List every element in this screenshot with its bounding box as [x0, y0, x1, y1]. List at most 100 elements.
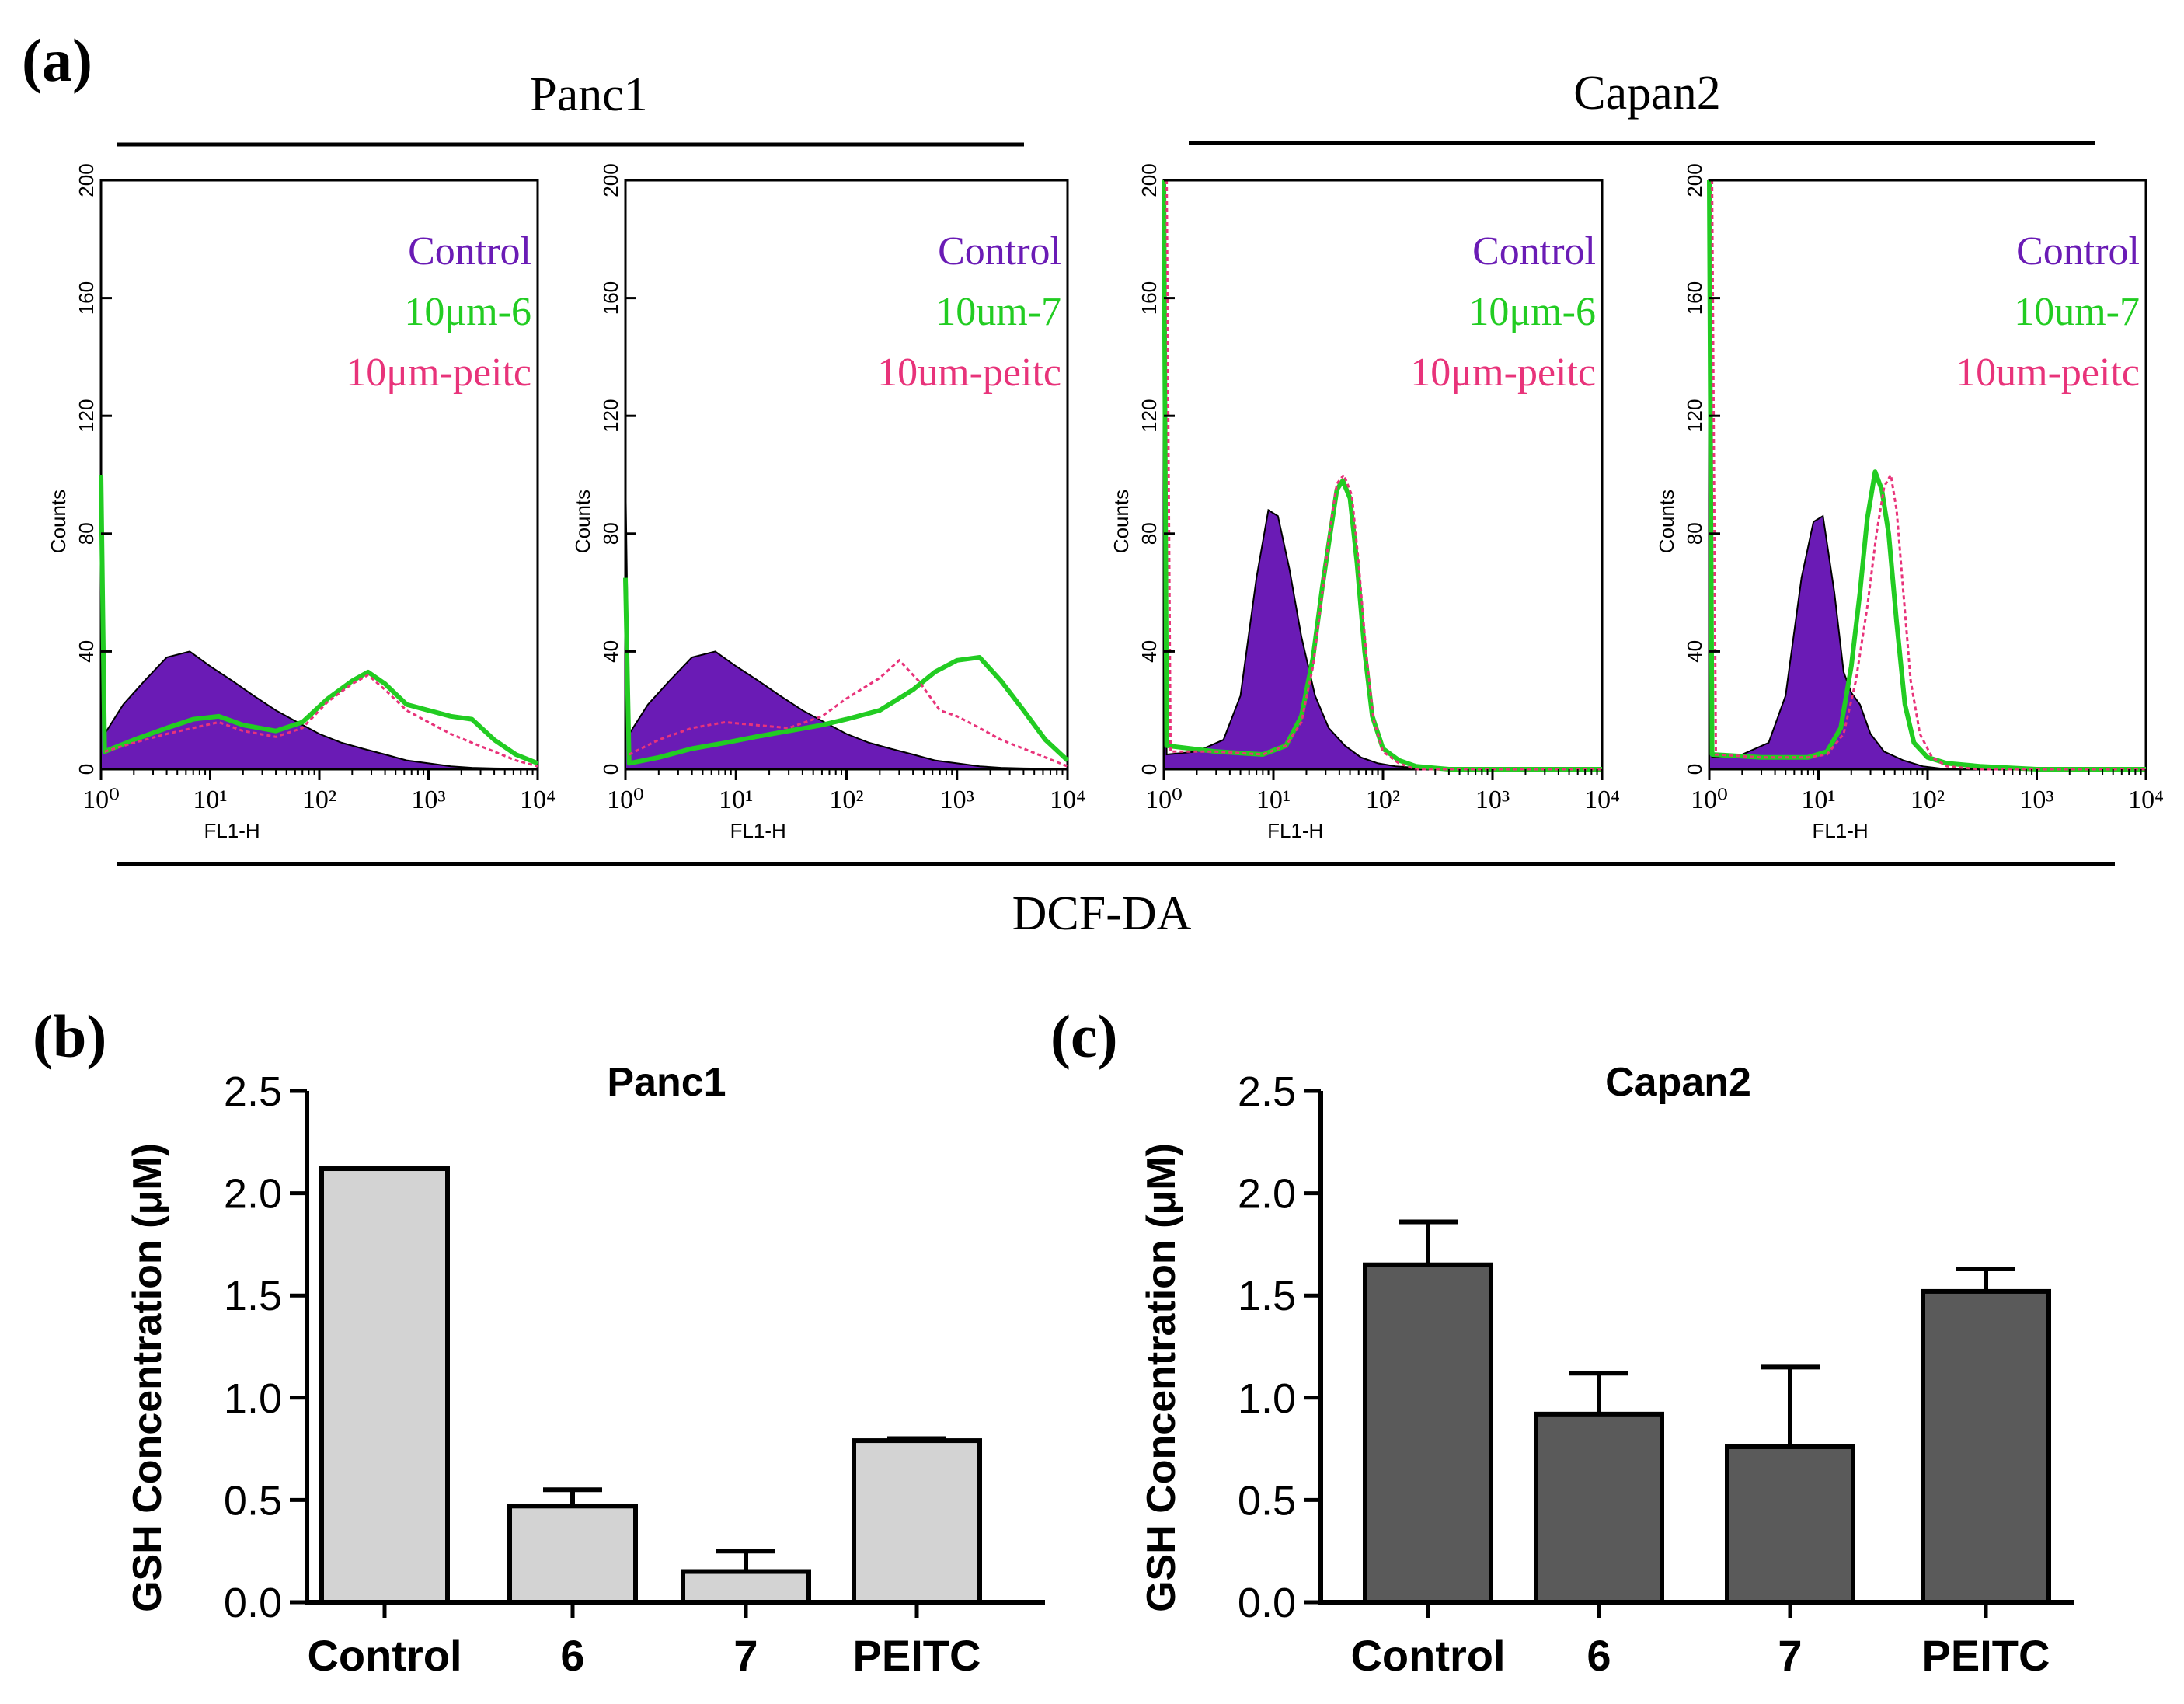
- hist2-xtick-label: 10²: [829, 786, 863, 814]
- capan2-bar-ytick-label: 2.5: [1238, 1068, 1296, 1115]
- hist2-series-peitc: [629, 658, 1068, 768]
- hist4-legend-item: 10um-7: [2014, 290, 2140, 334]
- hist1-xtick-label: 10⁴: [520, 786, 556, 814]
- hist2-xtick-label: 10³: [940, 786, 974, 814]
- capan2-bar-category-label: PEITC: [1922, 1631, 2050, 1680]
- hist2-series-control: [625, 474, 1068, 770]
- capan2-bar-ytick-label: 1.0: [1238, 1375, 1296, 1422]
- hist2-xtick-label: 10⁴: [1050, 786, 1085, 814]
- hist4-ytick-label: 120: [1683, 399, 1706, 433]
- hist3-xtick-label: 10⁰: [1145, 786, 1183, 814]
- hist1-ylabel: Counts: [47, 490, 70, 553]
- hist2-ytick-label: 160: [599, 281, 622, 315]
- hist4-xtick-label: 10²: [1911, 786, 1945, 814]
- capan2-bar-ytick-label: 0.5: [1238, 1477, 1296, 1524]
- hist4-xlabel: FL1-H: [1812, 819, 1868, 842]
- panc1-bar-ylabel: GSH Concentration (μM): [125, 1143, 170, 1612]
- hist3-legend-item: 10μm-6: [1468, 290, 1596, 334]
- hist1-xtick-label: 10⁰: [82, 786, 120, 814]
- hist1-ytick-label: 200: [75, 163, 98, 197]
- hist4-ytick-label: 0: [1683, 764, 1706, 775]
- hist3-xtick-label: 10³: [1475, 786, 1510, 814]
- panel-b-label: (b): [33, 1002, 106, 1070]
- hist4-series-control: [1709, 179, 2146, 770]
- panc1-bar-2: [681, 1569, 811, 1605]
- hist1-ytick-label: 80: [75, 522, 98, 545]
- panel-c-label: (c): [1050, 1002, 1118, 1070]
- hist4-series-peitc: [1711, 179, 2146, 771]
- hist4-xtick-label: 10⁰: [1691, 786, 1728, 814]
- hist3-ytick-label: 40: [1137, 640, 1161, 663]
- panc1-bar-chart-title: Panc1: [607, 1060, 726, 1105]
- hist2-legend-item: 10um-7: [935, 290, 1061, 334]
- panc1-bar-ytick-label: 1.0: [224, 1375, 282, 1422]
- hist1-xtick-label: 10³: [411, 786, 445, 814]
- hist4-xtick-label: 10¹: [1801, 786, 1835, 814]
- hist4-ytick-label: 40: [1683, 640, 1706, 663]
- hist3-ytick-label: 200: [1137, 163, 1161, 197]
- hist1-legend-item: 10μm-6: [404, 290, 531, 334]
- hist3-ytick-label: 120: [1137, 399, 1161, 433]
- hist1-xlabel: FL1-H: [204, 819, 260, 842]
- hist3-ytick-label: 0: [1137, 764, 1161, 775]
- hist3-ytick-label: 80: [1137, 522, 1161, 545]
- panc1-bar-category-label: 6: [560, 1631, 584, 1680]
- hist4-ytick-label: 200: [1683, 163, 1706, 197]
- capan2-bar-0: [1363, 1262, 1493, 1605]
- hist4-legend-item: 10um-peitc: [1956, 350, 2140, 395]
- capan2-bar-category-label: 6: [1587, 1631, 1611, 1680]
- hist1-legend-item: 10μm-peitc: [346, 350, 531, 395]
- capan2-bar-ytick-label: 0.0: [1238, 1580, 1296, 1626]
- group-label-panc1: Panc1: [530, 68, 648, 121]
- hist1-ytick-label: 0: [75, 764, 98, 775]
- capan2-bar-2: [1725, 1444, 1855, 1605]
- dcfda-label: DCF-DA: [1012, 887, 1192, 940]
- hist2-ylabel: Counts: [571, 490, 594, 553]
- hist1-xtick-label: 10¹: [193, 786, 227, 814]
- group-label-capan2: Capan2: [1573, 67, 1720, 120]
- hist2-ytick-label: 0: [599, 764, 622, 775]
- hist4-xtick-label: 10⁴: [2128, 786, 2164, 814]
- panc1-bar-category-label: Control: [307, 1631, 462, 1680]
- capan2-bar-chart-title: Capan2: [1605, 1060, 1751, 1105]
- hist4-ylabel: Counts: [1655, 490, 1678, 553]
- hist3-ylabel: Counts: [1109, 490, 1133, 553]
- hist1-legend-item: Control: [408, 229, 531, 274]
- panc1-bar-0: [319, 1166, 450, 1605]
- hist3-xtick-label: 10²: [1366, 786, 1400, 814]
- hist4-ytick-label: 80: [1683, 522, 1706, 545]
- capan2-bar-1: [1534, 1411, 1664, 1605]
- hist4-series-compound: [1707, 179, 2146, 772]
- capan2-bar-ytick-label: 2.0: [1238, 1171, 1296, 1218]
- panc1-bar-ytick-label: 1.5: [224, 1273, 282, 1319]
- hist2-legend-item: 10um-peitc: [877, 350, 1061, 395]
- hist4-legend-item: Control: [2016, 229, 2140, 274]
- hist2-ytick-label: 200: [599, 163, 622, 197]
- hist3-legend-item: 10μm-peitc: [1410, 350, 1596, 395]
- panc1-bar-3: [852, 1438, 982, 1605]
- capan2-bar-ylabel: GSH Concentration (μM): [1139, 1143, 1184, 1612]
- hist1-series-compound: [99, 474, 539, 766]
- capan2-bar-category-label: Control: [1350, 1631, 1505, 1680]
- panc1-bar-category-label: 7: [733, 1631, 758, 1680]
- hist3-xtick-label: 10⁴: [1584, 786, 1620, 814]
- hist1-ytick-label: 120: [75, 399, 98, 433]
- hist4-frame: [1708, 179, 2147, 771]
- panc1-bar-ytick-label: 0.0: [224, 1580, 282, 1626]
- hist3-xtick-label: 10¹: [1256, 786, 1291, 814]
- capan2-bar-ytick-label: 1.5: [1238, 1273, 1296, 1319]
- hist2-xtick-label: 10¹: [719, 786, 753, 814]
- hist4-xtick-label: 10³: [2019, 786, 2053, 814]
- capan2-bar-category-label: 7: [1778, 1631, 1802, 1680]
- hist2-ytick-label: 120: [599, 399, 622, 433]
- panc1-bar-ytick-label: 2.5: [224, 1068, 282, 1115]
- hist3-legend-item: Control: [1472, 229, 1596, 274]
- hist3-frame: [1162, 179, 1604, 771]
- hist4-ytick-label: 160: [1683, 281, 1706, 315]
- hist2-xlabel: FL1-H: [730, 819, 786, 842]
- charts-layer: 0 40 80 120 160 200 Counts 10⁰ 10¹ 10² 10³ 10⁴ FL1-H…: [47, 163, 2164, 1680]
- panc1-bar-ytick-label: 2.0: [224, 1171, 282, 1218]
- hist1-series-control: [100, 474, 538, 770]
- panc1-bar-1: [507, 1504, 638, 1605]
